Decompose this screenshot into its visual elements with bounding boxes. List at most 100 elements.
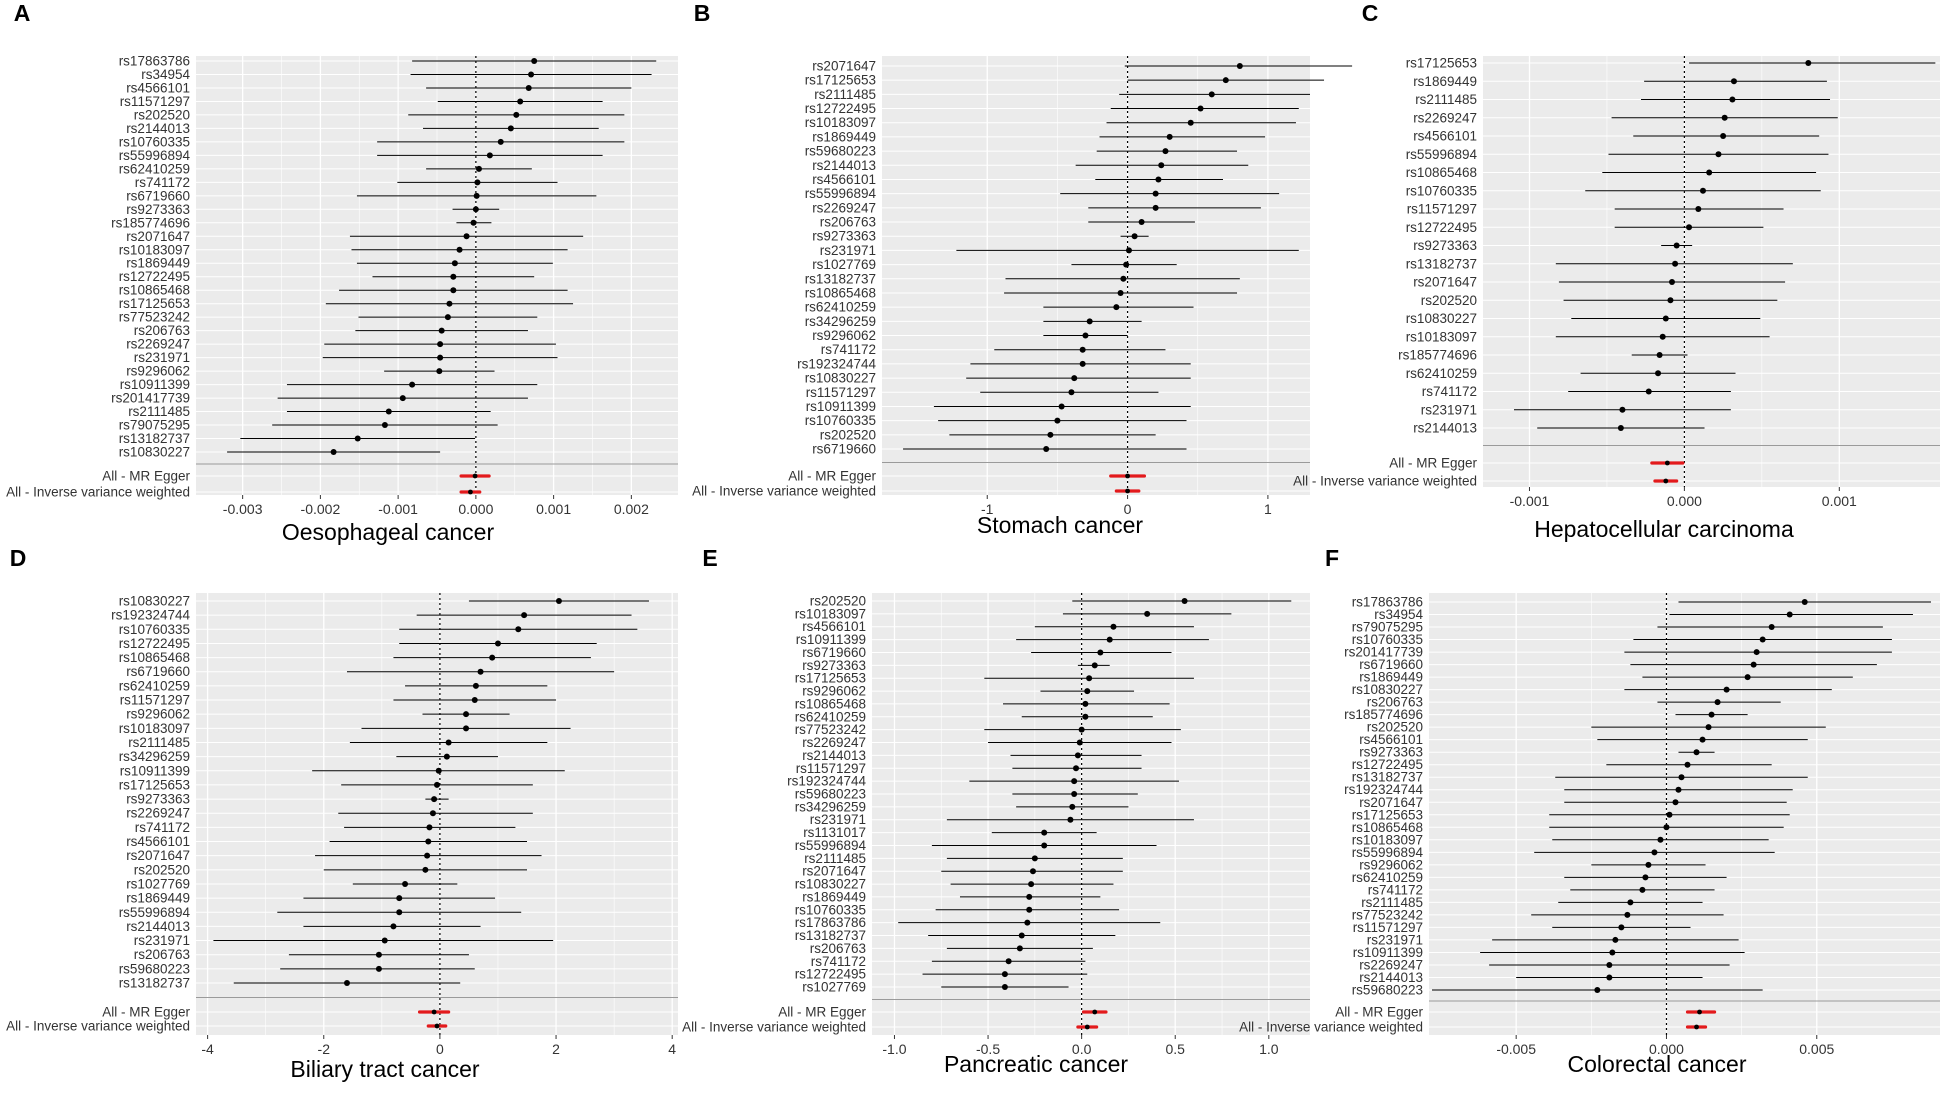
tick-label: 1 — [1264, 501, 1272, 517]
point-estimate — [1639, 886, 1646, 893]
point-estimate — [1801, 599, 1808, 605]
snp-label: rs62410259 — [119, 161, 190, 176]
tick-label: 0.002 — [614, 501, 649, 517]
snp-label: rs55996894 — [1352, 845, 1424, 860]
snp-label: rs59680223 — [795, 787, 866, 802]
snp-label: rs11571297 — [1353, 920, 1423, 935]
tick-label: -4 — [201, 1041, 214, 1057]
snp-label: rs202520 — [1367, 720, 1423, 735]
snp-label: rs77523242 — [1352, 907, 1423, 922]
point-estimate — [381, 937, 388, 944]
snp-label: rs59680223 — [1352, 983, 1423, 998]
tick-label: -0.003 — [223, 501, 263, 517]
point-estimate — [1663, 824, 1670, 831]
point-estimate — [1086, 675, 1093, 682]
panel-letter: E — [702, 545, 717, 571]
snp-label: rs2071647 — [126, 848, 190, 863]
snp-label: rs10183097 — [1406, 329, 1477, 344]
point-estimate — [1642, 874, 1649, 881]
point-estimate — [1162, 148, 1169, 155]
tick-label: 0.000 — [458, 501, 493, 517]
snp-label: rs10865468 — [119, 650, 190, 665]
point-estimate — [1144, 610, 1151, 617]
point-estimate — [471, 697, 478, 704]
snp-label: rs206763 — [134, 323, 190, 338]
point-estimate — [1208, 91, 1215, 98]
snp-label: rs9296062 — [126, 364, 190, 379]
point-estimate — [1721, 114, 1728, 121]
tick-label: 2 — [552, 1041, 560, 1057]
panel-title: Hepatocellular carcinoma — [1534, 516, 1794, 542]
point-estimate — [1110, 623, 1117, 630]
point-estimate — [1123, 261, 1130, 268]
point-estimate — [396, 909, 403, 916]
snp-label: rs59680223 — [805, 144, 876, 159]
point-estimate — [1666, 811, 1673, 818]
snp-label: rs1869449 — [126, 256, 190, 271]
panel-f: rs17863786rs34954rs79075295rs10760335rs2… — [1239, 545, 1940, 1077]
point-estimate — [1071, 791, 1078, 797]
panel-title: Biliary tract cancer — [290, 1056, 480, 1082]
snp-label: rs2111485 — [128, 735, 190, 750]
panel-c: rs17125653 rs1869449 rs2111485 rs2269247 rs4… — [1293, 0, 1940, 542]
snp-label: rs9296062 — [812, 328, 876, 343]
snp-label: rs2111485 — [128, 404, 190, 419]
snp-label: rs12722495 — [119, 269, 190, 284]
snp-label: rs1027769 — [802, 980, 866, 995]
snp-label: rs11571297 — [796, 761, 866, 776]
point-estimate — [1155, 176, 1162, 183]
point-estimate — [1684, 761, 1691, 768]
summary-label: All - MR Egger — [102, 469, 190, 484]
snp-label: rs10183097 — [1352, 832, 1423, 847]
snp-label: rs185774696 — [111, 215, 190, 230]
point-estimate — [1097, 649, 1104, 656]
tick-label: 0.001 — [1822, 493, 1857, 509]
snp-label: rs17125653 — [1406, 56, 1477, 71]
summary-label: All - MR Egger — [1389, 456, 1477, 471]
point-estimate — [1082, 713, 1089, 720]
point-estimate — [1181, 598, 1188, 604]
snp-label: rs77523242 — [795, 722, 866, 737]
point-estimate — [463, 725, 470, 732]
point-estimate — [1074, 752, 1081, 759]
point-estimate — [450, 273, 457, 280]
snp-label: rs202520 — [810, 594, 866, 609]
point-estimate — [1699, 187, 1706, 194]
point-estimate — [1028, 881, 1035, 888]
snp-label: rs231971 — [820, 243, 876, 258]
point-estimate — [475, 165, 482, 172]
panel-letter: A — [14, 0, 31, 26]
point-estimate — [507, 125, 514, 132]
point-estimate — [1656, 352, 1663, 358]
snp-label: rs2071647 — [1359, 795, 1423, 810]
tick-label: 0.000 — [1649, 1041, 1684, 1057]
snp-label: rs13182737 — [1406, 256, 1477, 271]
point-estimate — [443, 753, 450, 760]
tick-label: -0.5 — [976, 1041, 1000, 1057]
snp-label: rs12722495 — [795, 967, 866, 982]
point-estimate — [497, 138, 504, 145]
snp-label: rs192324744 — [1344, 782, 1423, 797]
snp-label: rs1027769 — [812, 257, 876, 272]
panel-background — [196, 593, 678, 1035]
snp-label: rs17125653 — [1352, 807, 1423, 822]
snp-label: rs12722495 — [805, 101, 876, 116]
snp-label: rs10830227 — [119, 594, 190, 609]
point-estimate — [1618, 924, 1625, 931]
snp-label: rs62410259 — [795, 709, 866, 724]
snp-label: rs741172 — [811, 954, 866, 969]
summary-label: All - MR Egger — [102, 1005, 190, 1020]
snp-label: rs10911399 — [1353, 945, 1423, 960]
summary-point — [1092, 1009, 1098, 1015]
snp-label: rs10830227 — [119, 445, 190, 460]
snp-label: rs741172 — [135, 820, 190, 835]
snp-label: rs4566101 — [126, 80, 190, 95]
snp-label: rs202520 — [134, 862, 190, 877]
snp-label: rs2144013 — [812, 158, 876, 173]
summary-label: All - MR Egger — [778, 1005, 866, 1020]
point-estimate — [1606, 961, 1613, 968]
panel-a: rs17863786rs34954rs4566101rs11571297rs20… — [6, 0, 678, 545]
snp-label: rs741172 — [135, 175, 190, 190]
point-estimate — [450, 287, 457, 294]
snp-label: rs206763 — [1367, 695, 1423, 710]
